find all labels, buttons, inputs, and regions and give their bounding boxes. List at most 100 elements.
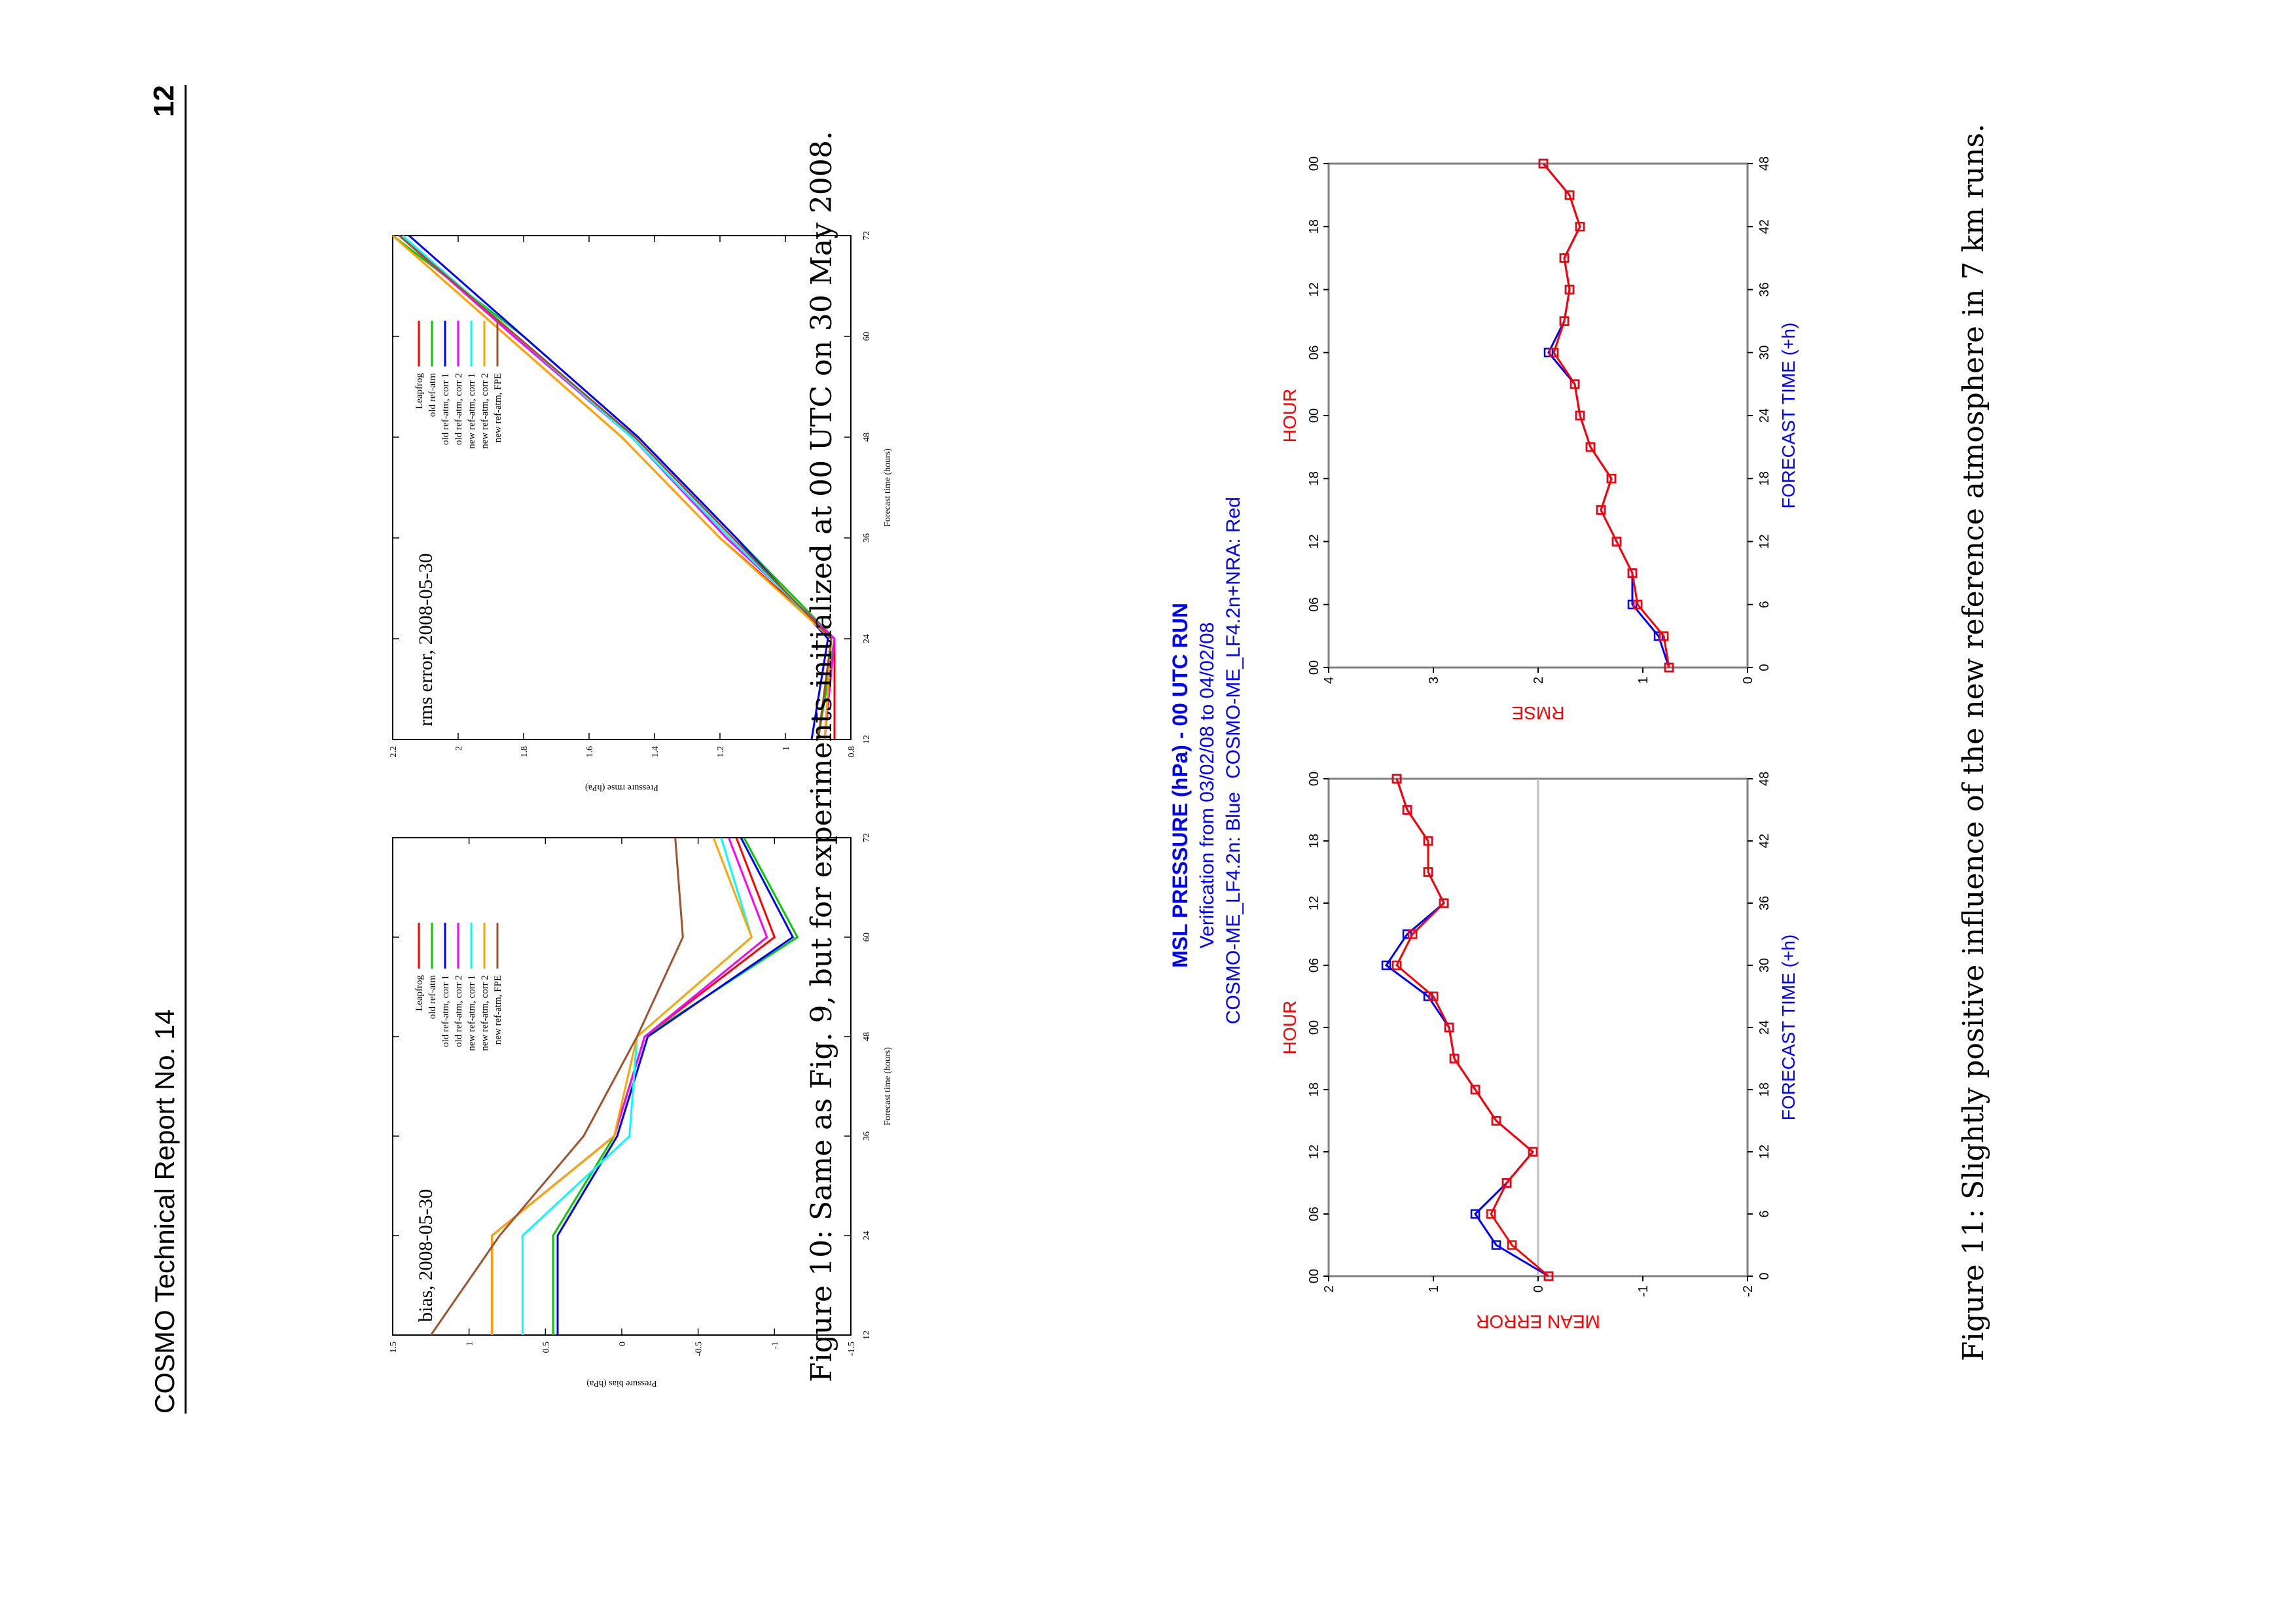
rms-series-line (408, 234, 829, 740)
rmse-data-point (1606, 474, 1617, 484)
me-xtick-label: 30 (1757, 958, 1772, 972)
fig10-rms-chart: 12 24 36 48 60 72 0.8 1 1.2 1.4 1.6 1.8 2 2.2 Forecast… (389, 231, 893, 793)
rmse-xtick-label: 24 (1757, 408, 1772, 423)
rmse-data-point (1559, 253, 1570, 263)
fig11-mean-error-chart: 0612182430364248000612180006121800-2-101… (1280, 772, 1799, 1332)
rms-xtick-label: 60 (862, 332, 872, 341)
rms-xtick-label: 36 (862, 533, 872, 543)
rms-ytick-label: 1.6 (585, 746, 595, 758)
rms-xtick-label: 24 (862, 634, 872, 643)
rms-xaxis-title: Forecast time (hours) (883, 448, 893, 527)
rmse-xtick-label: 0 (1757, 664, 1772, 671)
me-data-point (1528, 1147, 1538, 1157)
me-xtick-label: 0 (1757, 1272, 1772, 1279)
me-xtick-label: 18 (1757, 1082, 1772, 1097)
bias-xtick-label: 60 (862, 933, 872, 942)
rmse-xaxis-title: FORECAST TIME (+h) (1778, 323, 1799, 508)
rmse-hour-tick-label: 12 (1307, 534, 1321, 548)
bias-ytick-label: -0.5 (694, 1342, 704, 1356)
me-ytick-label: 1 (1427, 1285, 1441, 1293)
rmse-data-point (1575, 222, 1585, 232)
me-xtick-label: 6 (1757, 1210, 1772, 1217)
bias-xtick-label: 36 (862, 1132, 872, 1141)
rmse-data-point (1564, 285, 1575, 294)
rms-series-line (402, 234, 833, 740)
bias-ytick-label: -1.5 (847, 1342, 857, 1356)
me-hour-tick-label: 00 (1307, 1020, 1321, 1035)
me-data-point (1470, 1209, 1480, 1219)
rmse-xtick-label: 12 (1757, 534, 1772, 548)
rms-ytick-label: 0.8 (847, 746, 857, 758)
rmse-data-point (1585, 442, 1596, 452)
me-data-point (1444, 1022, 1454, 1033)
rmse-data-point (1653, 631, 1664, 641)
bias-legend-label: old ref-atm (427, 975, 438, 1019)
rmse-data-point (1543, 348, 1554, 357)
fig11-caption: Figure 11: Slightly positive influence o… (1957, 123, 1990, 1361)
bias-xtick-label: 48 (862, 1032, 872, 1041)
bias-series-line (552, 837, 799, 1335)
rms-legend-label: old ref-atm (427, 373, 438, 417)
me-data-point (1501, 1178, 1512, 1188)
rmse-hour-tick-label: 00 (1307, 156, 1321, 171)
rms-legend-label: new ref-atm, corr 2 (480, 373, 490, 449)
rms-ytick-label: 1 (781, 746, 791, 751)
rmse-ytick-label: 4 (1322, 677, 1336, 684)
rmse-data-point (1627, 568, 1638, 578)
rms-ytick-label: 1.4 (651, 746, 660, 758)
me-hour-tick-label: 06 (1307, 958, 1321, 972)
rmse-yaxis-title: RMSE (1512, 703, 1565, 723)
rmse-ytick-label: 1 (1636, 677, 1651, 684)
me-series-line (1384, 778, 1549, 1277)
me-data-point (1381, 960, 1391, 971)
rms-legend-label: old ref-atm, corr 2 (454, 373, 464, 445)
rmse-xtick-label: 42 (1757, 219, 1772, 234)
bias-plot-frame (392, 837, 852, 1336)
rms-xtick-label: 48 (862, 433, 872, 442)
rmse-hour-tick-label: 00 (1307, 660, 1321, 675)
me-xtick-label: 42 (1757, 834, 1772, 848)
rms-legend-label: new ref-atm, FPE (493, 373, 503, 442)
bias-legend-label: new ref-atm, FPE (493, 975, 503, 1044)
me-data-point (1486, 1209, 1496, 1219)
me-data-point (1423, 867, 1433, 877)
rmse-hour-tick-label: 00 (1307, 408, 1321, 423)
rms-ytick-label: 2.2 (389, 746, 399, 758)
rmse-data-point (1570, 379, 1580, 389)
rms-ytick-label: 1.2 (716, 746, 726, 758)
me-data-point (1391, 774, 1402, 784)
me-hour-tick-label: 00 (1307, 1269, 1321, 1283)
rmse-xtick-label: 48 (1757, 156, 1772, 171)
fig11-title-line3-red: COSMO-ME_LF4.2n+NRA: Red (1223, 497, 1244, 779)
rms-ytick-label: 2 (454, 746, 464, 751)
rmse-data-point (1559, 316, 1570, 326)
bias-series-line (430, 837, 684, 1336)
me-ytick-label: 0 (1532, 1285, 1546, 1293)
rmse-xtick-label: 30 (1757, 346, 1772, 360)
rmse-hour-tick-label: 18 (1307, 471, 1321, 486)
rms-legend-label: new ref-atm, corr 1 (467, 373, 477, 449)
rmse-series-line (1542, 163, 1670, 668)
bias-legend-label: Leapfrog (414, 975, 425, 1011)
page-header: COSMO Technical Report No. 14 12 (148, 85, 187, 1414)
me-series-line (1395, 778, 1549, 1277)
rmse-plot-frame (1327, 162, 1749, 669)
bias-legend-label: old ref-atm, corr 2 (454, 975, 464, 1047)
rms-series-line (392, 234, 836, 740)
bias-xtick-label: 72 (862, 833, 872, 842)
me-data-point (1407, 929, 1418, 939)
me-data-point (1391, 960, 1402, 971)
bias-ytick-label: 1 (465, 1342, 475, 1346)
bias-xtick-label: 12 (862, 1330, 872, 1340)
fig11-rmse-chart: 061218243036424800061218000612180001234F… (1280, 156, 1799, 723)
me-hour-tick-label: 06 (1307, 1207, 1321, 1221)
me-xtick-label: 48 (1757, 772, 1772, 786)
rms-legend-label: Leapfrog (414, 373, 425, 409)
rms-xtick-label: 12 (862, 735, 872, 744)
bias-yaxis-title: Pressure bias (hPa) (586, 1378, 657, 1388)
bias-series-line (491, 837, 753, 1335)
me-xtick-label: 36 (1757, 896, 1772, 910)
bias-series-line (521, 837, 753, 1335)
me-hour-axis-title: HOUR (1280, 1001, 1300, 1054)
